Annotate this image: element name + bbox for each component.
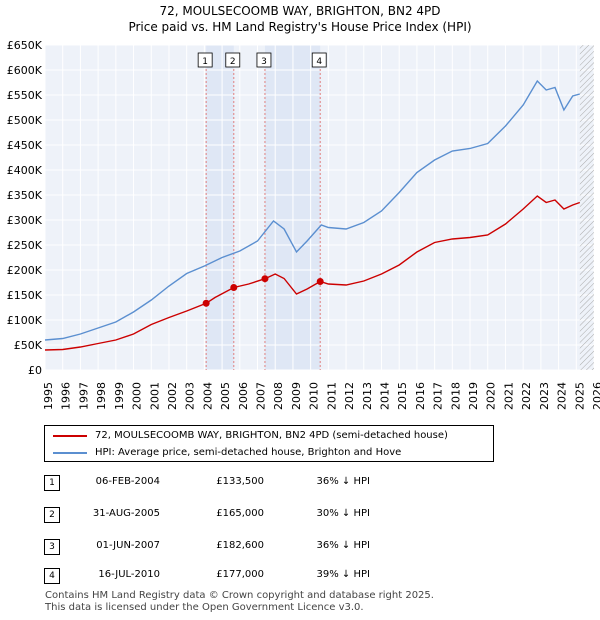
y-tick-label: £50K (14, 339, 43, 352)
x-tick-label: 2010 (308, 382, 321, 410)
x-tick-label: 2017 (432, 382, 445, 410)
transaction-date: 06-FEB-2004 (95, 476, 160, 487)
transaction-hpi: 39% ↓ HPI (316, 569, 370, 580)
chart-subtitle: Price paid vs. HM Land Registry's House … (128, 20, 471, 34)
x-tick-label: 2013 (361, 382, 374, 410)
transaction-date: 31-AUG-2005 (92, 508, 160, 519)
x-tick-label: 2000 (131, 382, 144, 410)
x-tick-label: 2009 (290, 382, 303, 410)
transaction-label-box (197, 52, 213, 68)
transaction-label-box (256, 52, 272, 68)
transaction-hpi: 36% ↓ HPI (316, 540, 370, 551)
transaction-hpi: 36% ↓ HPI (316, 476, 370, 487)
x-tick-label: 2003 (184, 382, 197, 410)
x-tick-label: 2011 (325, 382, 338, 410)
future-hatch (579, 45, 594, 370)
transaction-price: £177,000 (216, 569, 264, 580)
legend-swatch-property (53, 435, 87, 437)
transaction-label-box (225, 52, 241, 68)
transaction-label: 2 (230, 57, 236, 67)
x-tick-label: 2019 (467, 382, 480, 410)
x-tick-label: 2025 (573, 382, 586, 410)
shaded-range (206, 45, 234, 370)
x-tick-label: 2004 (201, 382, 214, 410)
x-tick-label: 1997 (77, 382, 90, 410)
table-row: 2 31-AUG-2005 £165,000 30% ↓ HPI (0, 506, 600, 526)
legend-label-property: 72, MOULSECOOMB WAY, BRIGHTON, BN2 4PD (… (95, 430, 448, 441)
y-tick-label: £350K (7, 189, 43, 202)
x-tick-label: 2018 (449, 382, 462, 410)
footer-license: This data is licensed under the Open Gov… (45, 602, 364, 613)
x-tick-label: 2012 (343, 382, 356, 410)
transaction-label-box (311, 52, 327, 68)
transaction-point (261, 275, 269, 283)
x-tick-label: 2023 (538, 382, 551, 410)
table-row: 4 16-JUL-2010 £177,000 39% ↓ HPI (0, 567, 600, 587)
x-tick-label: 2007 (255, 382, 268, 410)
chart-title: 72, MOULSECOOMB WAY, BRIGHTON, BN2 4PD (159, 4, 440, 18)
transaction-date: 01-JUN-2007 (96, 540, 160, 551)
x-tick-label: 2005 (219, 382, 232, 410)
y-tick-label: £600K (7, 64, 43, 77)
transaction-number: 3 (44, 539, 60, 555)
transaction-date: 16-JUL-2010 (98, 569, 160, 580)
x-tick-label: 2022 (520, 382, 533, 410)
y-tick-label: £100K (7, 314, 43, 327)
transaction-price: £165,000 (216, 508, 264, 519)
transaction-hpi: 30% ↓ HPI (316, 508, 370, 519)
x-tick-label: 1996 (60, 382, 73, 410)
transaction-point (316, 278, 324, 285)
transaction-point (230, 284, 238, 291)
transaction-price: £133,500 (216, 476, 264, 487)
legend-label-hpi: HPI: Average price, semi-detached house,… (95, 447, 402, 458)
legend-swatch-hpi (53, 452, 87, 454)
x-tick-label: 1998 (95, 382, 108, 410)
transaction-number: 2 (44, 507, 60, 523)
table-row: 3 01-JUN-2007 £182,600 36% ↓ HPI (0, 538, 600, 558)
y-tick-label: £300K (7, 214, 43, 227)
transaction-label: 3 (261, 57, 267, 67)
y-tick-label: £450K (7, 139, 43, 152)
y-tick-label: £550K (7, 89, 43, 102)
transaction-point (202, 299, 210, 307)
x-tick-label: 2001 (148, 382, 161, 410)
legend-item-property: 72, MOULSECOOMB WAY, BRIGHTON, BN2 4PD (… (53, 428, 448, 444)
x-tick-label: 1995 (42, 382, 55, 410)
x-tick-label: 2021 (502, 382, 515, 410)
transaction-label: 4 (316, 57, 322, 67)
y-tick-label: £400K (7, 164, 43, 177)
x-tick-label: 2015 (396, 382, 409, 410)
x-tick-label: 1999 (113, 382, 126, 410)
x-tick-label: 2006 (237, 382, 250, 410)
x-tick-label: 2008 (272, 382, 285, 410)
transaction-number: 1 (44, 475, 60, 491)
x-tick-label: 2014 (378, 382, 391, 410)
transaction-price: £182,600 (216, 540, 264, 551)
hpi-line (44, 79, 580, 341)
footer-copyright: Contains HM Land Registry data © Crown c… (45, 590, 434, 601)
y-tick-label: £200K (7, 264, 43, 277)
y-tick-label: £250K (7, 239, 43, 252)
transaction-label: 1 (202, 57, 208, 67)
y-tick-label: £500K (7, 114, 43, 127)
price-chart: 72, MOULSECOOMB WAY, BRIGHTON, BN2 4PD P… (7, 4, 600, 410)
transaction-number: 4 (44, 568, 60, 584)
x-tick-label: 2020 (485, 382, 498, 410)
x-tick-label: 2016 (414, 382, 427, 410)
legend: 72, MOULSECOOMB WAY, BRIGHTON, BN2 4PD (… (44, 425, 494, 462)
y-tick-label: £150K (7, 289, 43, 302)
x-tick-label: 2002 (166, 382, 179, 410)
y-tick-label: £0 (28, 364, 42, 377)
x-tick-label: 2024 (556, 382, 569, 410)
footer: Contains HM Land Registry data © Crown c… (45, 590, 434, 614)
x-tick-label: 2026 (591, 382, 600, 410)
table-row: 1 06-FEB-2004 £133,500 36% ↓ HPI (0, 474, 600, 494)
legend-item-hpi: HPI: Average price, semi-detached house,… (53, 445, 401, 461)
y-tick-label: £650K (7, 39, 43, 52)
